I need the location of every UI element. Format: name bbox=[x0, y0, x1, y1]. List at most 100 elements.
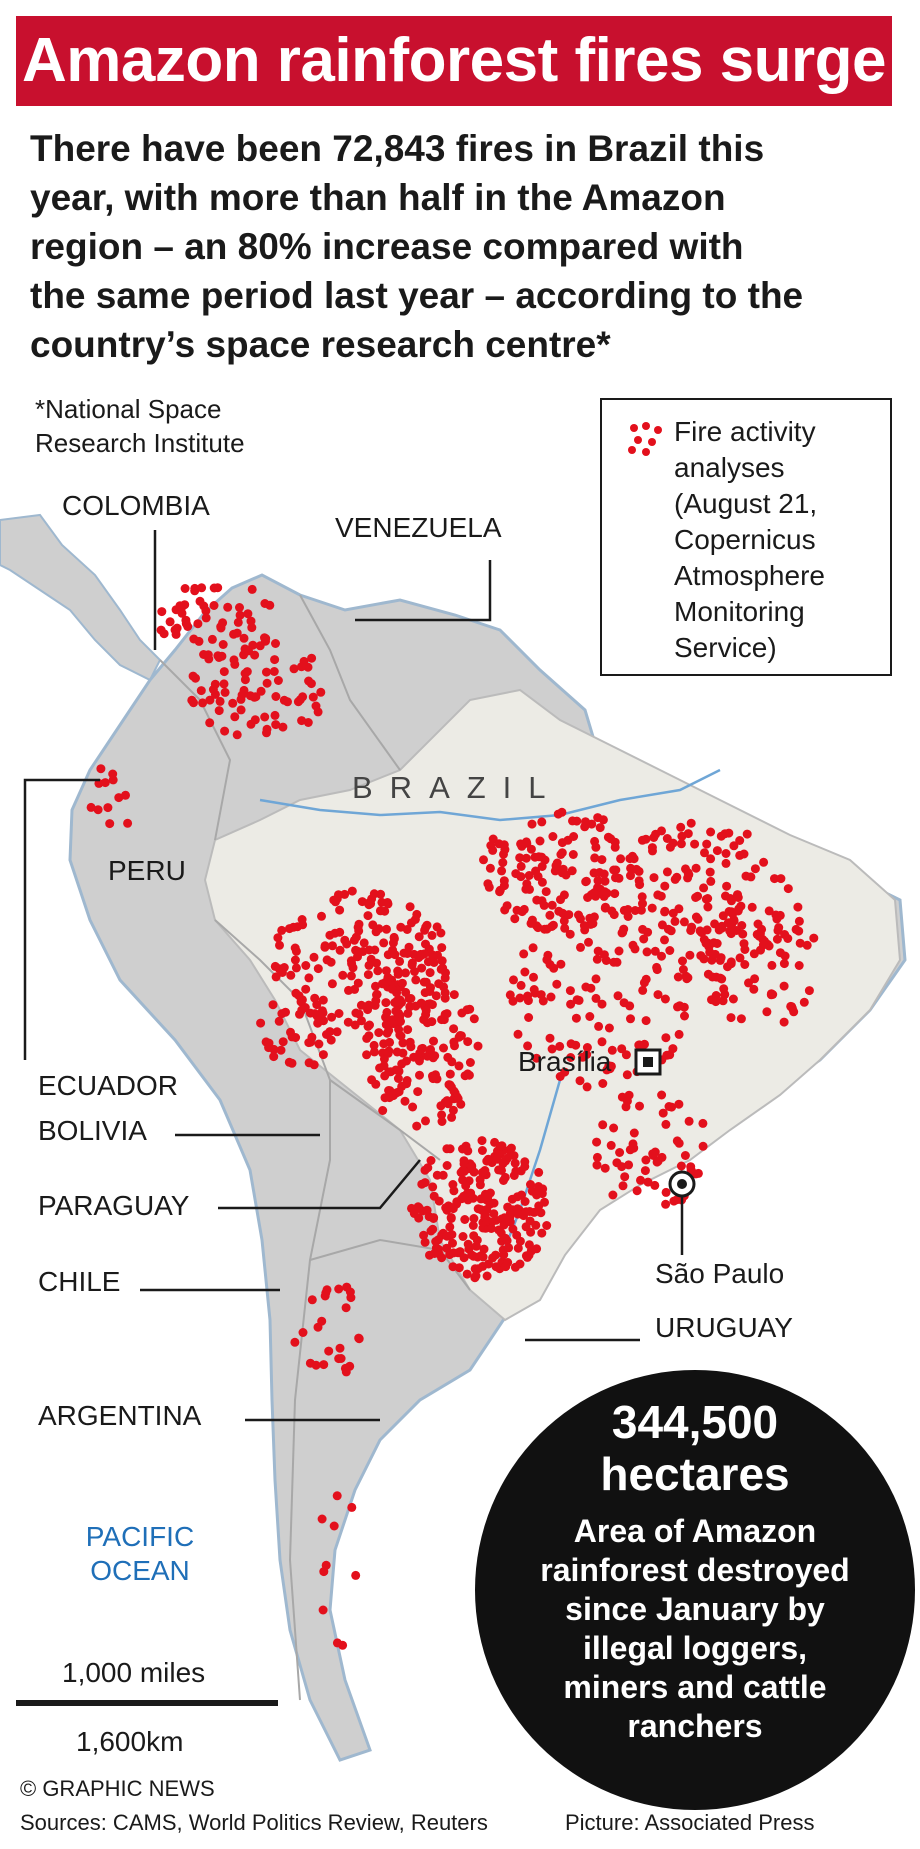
fire-dot bbox=[618, 1181, 628, 1191]
fire-dot bbox=[676, 839, 686, 849]
intro-line: the same period last year – according to… bbox=[30, 275, 804, 316]
fire-dot bbox=[448, 1105, 458, 1115]
fire-dot bbox=[420, 1237, 430, 1247]
fire-dot bbox=[458, 1232, 468, 1241]
fire-dot bbox=[207, 634, 217, 644]
fire-dot bbox=[528, 943, 538, 953]
fire-dot bbox=[614, 946, 624, 956]
fire-dot bbox=[268, 1000, 278, 1010]
fire-dot bbox=[440, 1097, 450, 1107]
fire-dot bbox=[718, 996, 728, 1006]
fire-dot bbox=[686, 1165, 696, 1175]
fire-dot bbox=[771, 910, 781, 920]
fire-dot bbox=[676, 822, 686, 832]
fire-dot bbox=[780, 951, 790, 961]
fire-dot bbox=[291, 946, 301, 956]
fire-dot bbox=[703, 969, 713, 979]
fire-dot bbox=[591, 974, 601, 984]
fire-dot bbox=[520, 1197, 530, 1206]
fire-dot bbox=[277, 925, 287, 935]
fire-dot bbox=[318, 995, 328, 1005]
fire-dot bbox=[701, 938, 711, 948]
fire-dot bbox=[479, 1244, 489, 1254]
fire-dot bbox=[201, 613, 211, 623]
fire-dot bbox=[521, 853, 531, 863]
fire-dot bbox=[247, 584, 257, 594]
fire-dot bbox=[313, 964, 323, 974]
fire-dot bbox=[209, 601, 219, 610]
fire-dot bbox=[502, 901, 512, 911]
fire-dot bbox=[271, 972, 281, 982]
fire-dot bbox=[575, 1076, 585, 1086]
fire-dot bbox=[524, 1250, 534, 1260]
fire-dot bbox=[520, 967, 530, 977]
fire-dot bbox=[298, 920, 308, 930]
fire-dot bbox=[665, 946, 675, 955]
fire-dot bbox=[459, 1253, 469, 1263]
fire-dot bbox=[794, 916, 804, 926]
fire-dot bbox=[727, 907, 736, 917]
fire-dot bbox=[342, 1282, 352, 1292]
fire-dot bbox=[661, 1033, 671, 1043]
fire-dot bbox=[559, 916, 569, 926]
fire-dot bbox=[660, 907, 670, 917]
fire-dot bbox=[318, 1008, 328, 1018]
fire-dot bbox=[716, 831, 726, 841]
fire-dot bbox=[635, 1101, 644, 1111]
stat-desc-line: Area of Amazon bbox=[573, 1513, 817, 1549]
fire-dot bbox=[721, 891, 730, 901]
fire-dot bbox=[301, 961, 311, 970]
fire-dot bbox=[670, 916, 680, 926]
fire-dot bbox=[387, 984, 397, 994]
fire-dot bbox=[662, 1050, 672, 1060]
venezuela-leader bbox=[355, 560, 492, 622]
fire-dot bbox=[506, 1143, 516, 1153]
fire-dot bbox=[327, 1012, 337, 1022]
fire-dot bbox=[624, 1160, 634, 1170]
fire-dot bbox=[509, 1151, 519, 1161]
fire-dot bbox=[802, 940, 812, 950]
fire-dot bbox=[750, 864, 760, 874]
fire-dot bbox=[270, 655, 280, 665]
fire-dot bbox=[566, 999, 576, 1009]
fire-dot bbox=[480, 1189, 490, 1199]
fire-dot bbox=[564, 910, 574, 920]
fire-dot bbox=[165, 617, 175, 627]
fire-dot bbox=[674, 904, 684, 914]
rivers bbox=[259, 768, 721, 1261]
fire-dot bbox=[712, 846, 722, 856]
fire-dot bbox=[260, 712, 270, 722]
fire-dot bbox=[448, 1262, 458, 1272]
legend-line: Service) bbox=[674, 632, 777, 663]
fire-dot bbox=[652, 962, 662, 972]
fire-dot bbox=[413, 1087, 423, 1097]
fire-dot bbox=[357, 1016, 366, 1026]
sao-paulo-marker bbox=[668, 1170, 696, 1198]
fire-dot bbox=[721, 849, 731, 858]
fire-dot bbox=[304, 973, 314, 983]
fire-dot bbox=[390, 998, 400, 1008]
fire-dot bbox=[547, 900, 557, 910]
fire-dot bbox=[614, 873, 624, 883]
fire-dot bbox=[706, 827, 716, 837]
fire-dot bbox=[526, 1227, 536, 1237]
fire-dot bbox=[246, 616, 256, 626]
fire-dot bbox=[123, 818, 133, 828]
fire-dot bbox=[542, 955, 552, 965]
stat-desc-line: illegal loggers, bbox=[582, 1630, 808, 1666]
fire-dot bbox=[565, 929, 575, 939]
fire-dot bbox=[353, 946, 362, 956]
fire-dot bbox=[598, 1120, 608, 1130]
fire-dot bbox=[463, 1239, 473, 1249]
fire-dot bbox=[670, 874, 680, 884]
fire-dot bbox=[317, 1514, 327, 1524]
fire-dot bbox=[419, 949, 429, 959]
fire-dot bbox=[409, 1209, 419, 1218]
fire-dot bbox=[606, 1061, 616, 1071]
fire-dot bbox=[381, 998, 391, 1008]
fire-dot bbox=[181, 619, 191, 629]
fire-dot bbox=[499, 1250, 509, 1260]
label-sao-paulo: São Paulo bbox=[655, 1258, 785, 1289]
fire-dot bbox=[630, 906, 640, 915]
fire-dot bbox=[515, 853, 525, 863]
